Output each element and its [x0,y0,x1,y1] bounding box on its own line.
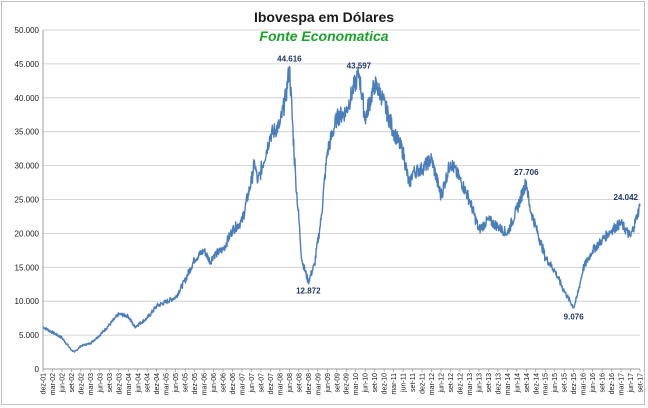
x-tick-label: jun-07 [249,373,256,394]
x-tick-label: set-11 [410,373,417,392]
x-tick-label: mar-04 [126,373,133,395]
y-tick-label: 25.000 [15,196,40,205]
y-tick-label: 0 [35,365,40,374]
chart-subtitle: Fonte Economatica [259,28,389,44]
data-label: 12.872 [296,287,321,296]
data-label: 27.706 [514,168,539,177]
x-tick-label: dez-02 [78,373,85,395]
x-tick-label: mar-07 [240,373,247,395]
x-tick-label: set-07 [258,373,265,393]
x-tick-label: mar-14 [505,373,512,395]
x-tick-label: set-10 [372,373,379,393]
x-tick-label: set-12 [448,373,455,393]
y-tick-label: 15.000 [15,263,40,272]
series-line [42,65,641,353]
x-tick-label: jun-15 [552,373,559,394]
x-tick-label: jun-11 [401,373,408,393]
x-tick-label: set-09 [334,373,341,393]
x-tick-label: dez-05 [192,373,199,395]
x-tick-label: dez-15 [571,373,578,395]
x-tick-label: mar-02 [50,373,57,395]
x-tick-label: mar-08 [277,373,284,395]
x-tick-label: jun-03 [97,373,104,394]
x-tick-label: set-06 [221,373,228,393]
x-tick-label: jun-13 [476,373,483,394]
x-tick-label: mar-11 [391,373,398,395]
x-tick-label: dez-03 [116,373,123,395]
x-tick-label: mar-05 [164,373,171,395]
x-tick-label: mar-09 [315,373,322,395]
annotations: 44.616 12.872 43.597 27.706 9.076 24.042 [277,55,638,322]
x-tick-label: dez-08 [306,373,313,395]
data-label: 24.042 [614,193,639,202]
x-tick-label: set-14 [524,373,531,393]
x-tick-label: set-05 [183,373,190,393]
x-tick-label: set-13 [486,373,493,393]
x-tick-label: dez-04 [154,373,161,395]
x-tick-label: set-03 [107,373,114,393]
x-tick-label: jun-16 [590,373,597,394]
x-tick-label: set-08 [296,373,303,393]
x-tick-label: jun-05 [173,373,180,394]
y-tick-label: 40.000 [15,94,40,103]
x-tick-label: jun-17 [628,373,635,394]
x-tick-label: dez-12 [457,373,464,395]
x-tick-label: jun-08 [287,373,294,394]
x-tick-label: set-02 [69,373,76,393]
x-tick-label: jun-12 [439,373,446,394]
x-tick-label: jun-04 [135,373,142,394]
x-tick-label: dez-10 [382,373,389,395]
x-tick-label: dez-06 [230,373,237,395]
x-tick-label: set-15 [562,373,569,393]
y-axis: 0 5.000 10.000 15.000 20.000 25.000 30.000 35.0… [15,26,44,374]
x-tick-label: mar-03 [88,373,95,395]
x-tick-label: mar-13 [467,373,474,395]
y-tick-label: 20.000 [15,229,40,238]
y-tick-label: 45.000 [15,60,40,69]
x-tick-label: dez-01 [41,373,48,395]
y-tick-label: 50.000 [15,26,40,35]
x-tick-label: mar-06 [202,373,209,395]
x-tick-label: jun-02 [59,373,66,394]
data-label: 43.597 [347,61,372,70]
x-tick-label: dez-09 [344,373,351,395]
x-tick-label: mar-17 [619,373,626,395]
gridlines [43,29,640,370]
data-label: 9.076 [564,312,585,321]
y-tick-label: 5.000 [19,331,40,340]
x-axis: dez-01 mar-02 jun-02 set-02 dez-02 mar-03 jun-… [41,368,645,395]
data-label: 44.616 [277,55,302,64]
x-tick-label: set-04 [145,373,152,393]
x-tick-label: mar-10 [353,373,360,395]
x-tick-label: dez-14 [533,373,540,395]
x-tick-label: set-16 [600,373,607,393]
y-tick-label: 35.000 [15,128,40,137]
y-tick-label: 10.000 [15,297,40,306]
x-tick-label: dez-07 [268,373,275,395]
x-tick-label: mar-15 [543,373,550,395]
x-tick-label: set-17 [638,373,645,393]
chart-title: Ibovespa em Dólares [253,9,395,25]
series-layer [42,65,641,353]
x-tick-label: jun-09 [325,373,332,394]
x-tick-label: mar-16 [581,373,588,395]
x-tick-label: dez-16 [609,373,616,395]
x-tick-label: jun-06 [211,373,218,394]
x-tick-label: jun-10 [363,373,370,394]
x-tick-label: jun-14 [514,373,521,394]
y-tick-label: 30.000 [15,162,40,171]
x-tick-label: dez-11 [420,373,427,394]
x-tick-label: mar-12 [429,373,436,395]
x-tick-label: dez-13 [495,373,502,395]
